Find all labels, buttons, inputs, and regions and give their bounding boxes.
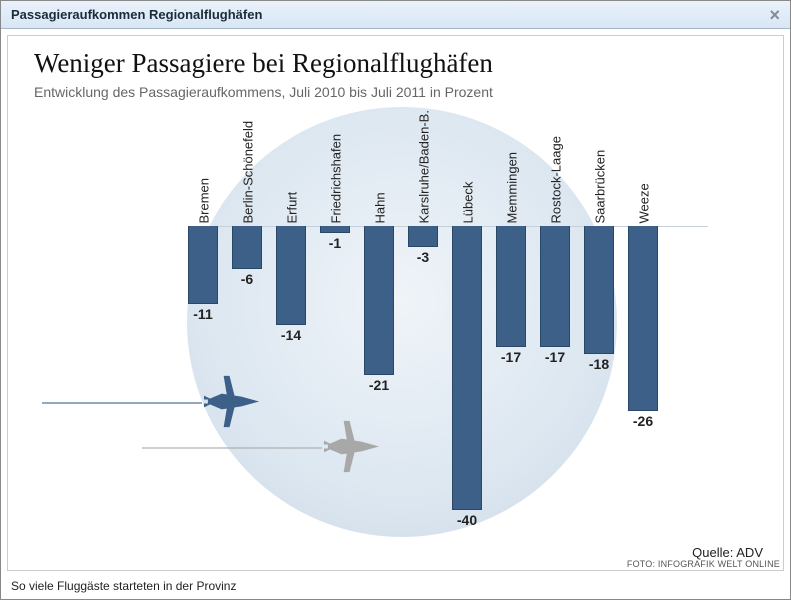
- bar-label: Berlin-Schönefeld: [241, 104, 256, 224]
- bar-rect: [276, 226, 306, 325]
- bar-label: Rostock-Laage: [549, 104, 564, 224]
- bar-value: -3: [408, 249, 438, 265]
- bar-label: Memmingen: [505, 104, 520, 224]
- bar-rect: [452, 226, 482, 510]
- bar-value: -26: [628, 413, 658, 429]
- plane-trail: [142, 447, 322, 449]
- bar-rect: [496, 226, 526, 347]
- bar-label: Bremen: [197, 104, 212, 224]
- bar-chart: Bremen-11Berlin-Schönefeld-6Erfurt-14Fri…: [188, 111, 708, 531]
- bar-label: Weeze: [637, 104, 652, 224]
- bar-value: -17: [540, 349, 570, 365]
- titlebar: Passagieraufkommen Regionalflughäfen ×: [1, 1, 790, 29]
- bar-rect: [232, 226, 262, 269]
- bar-rect: [584, 226, 614, 354]
- bar-rect: [540, 226, 570, 347]
- bar-value: -18: [584, 356, 614, 372]
- airplane-icon: [322, 415, 385, 483]
- bar-rect: [364, 226, 394, 375]
- bar-value: -40: [452, 512, 482, 528]
- bar-rect: [320, 226, 350, 233]
- bar-value: -11: [188, 306, 218, 322]
- airplane-icon: [202, 370, 265, 438]
- bar-value: -14: [276, 327, 306, 343]
- bar-label: Karslruhe/Baden-B.: [417, 104, 432, 224]
- bar-value: -21: [364, 377, 394, 393]
- caption: So viele Fluggäste starteten in der Prov…: [11, 579, 236, 593]
- bar-value: -17: [496, 349, 526, 365]
- bar-label: Hahn: [373, 104, 388, 224]
- window-frame: Passagieraufkommen Regionalflughäfen × W…: [0, 0, 791, 600]
- subheadline: Entwicklung des Passagieraufkommens, Jul…: [34, 84, 493, 100]
- bar-value: -1: [320, 235, 350, 251]
- photo-credit: FOTO: INFOGRAFIK WELT ONLINE: [627, 559, 780, 569]
- bar-label: Erfurt: [285, 104, 300, 224]
- bar-label: Lübeck: [461, 104, 476, 224]
- content-panel: Weniger Passagiere bei Regionalflughäfen…: [7, 35, 784, 571]
- bar-rect: [408, 226, 438, 247]
- plane-trail: [42, 402, 202, 404]
- bar-label: Friedrichshafen: [329, 104, 344, 224]
- close-icon[interactable]: ×: [769, 6, 780, 24]
- bar-value: -6: [232, 271, 262, 287]
- window-title: Passagieraufkommen Regionalflughäfen: [11, 7, 262, 22]
- bar-label: Saarbrücken: [593, 104, 608, 224]
- source-label: Quelle: ADV: [692, 545, 763, 560]
- headline: Weniger Passagiere bei Regionalflughäfen: [34, 48, 493, 79]
- bar-rect: [188, 226, 218, 304]
- bar-rect: [628, 226, 658, 411]
